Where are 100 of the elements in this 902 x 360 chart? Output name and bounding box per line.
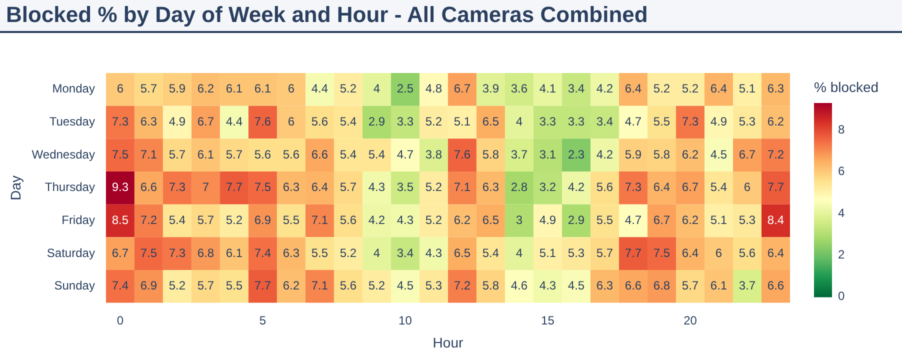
data-label: 6.7	[112, 246, 129, 260]
data-label: 7.5	[112, 147, 129, 162]
y-tick-label: Friday	[62, 213, 95, 228]
data-label: 6.2	[454, 213, 471, 228]
data-label: 6.4	[653, 180, 670, 194]
data-label: 6.8	[653, 278, 670, 293]
data-label: 7.3	[168, 180, 186, 194]
data-label: 5.4	[168, 213, 186, 228]
data-label: 7.4	[112, 278, 129, 293]
data-label: 4.9	[710, 114, 728, 129]
data-label: 4.1	[539, 82, 556, 96]
data-label: 7	[202, 180, 210, 194]
data-label: 4.3	[368, 180, 386, 194]
y-tick-label: Tuesday	[49, 114, 95, 129]
data-label: 5.5	[596, 213, 614, 228]
x-tick-label: 15	[541, 313, 555, 328]
data-label: 6.1	[710, 278, 728, 293]
data-label: 8.4	[767, 213, 784, 228]
data-label: 2.5	[396, 82, 414, 96]
data-label: 4.3	[425, 246, 442, 260]
data-label: 4	[516, 246, 523, 260]
data-label: 7.7	[767, 180, 784, 194]
data-label: 6.3	[140, 114, 158, 129]
color-bar-label: 6	[838, 164, 845, 178]
data-label: 7.5	[653, 246, 670, 260]
data-label: 7.3	[682, 114, 699, 129]
data-label: 6.6	[140, 180, 158, 194]
data-label: 4.2	[368, 213, 386, 228]
data-label: 5.2	[425, 213, 442, 228]
data-label: 4.7	[624, 213, 642, 228]
data-label: 7.7	[226, 180, 243, 194]
data-label: 5.8	[482, 278, 500, 293]
data-label: 4	[373, 82, 380, 96]
data-label: 5.3	[738, 114, 756, 129]
data-label: 5.7	[197, 213, 214, 228]
data-label: 4.2	[596, 147, 614, 162]
data-label: 6.1	[254, 82, 272, 96]
data-label: 3	[516, 213, 523, 228]
data-label: 7.1	[454, 180, 471, 194]
data-label: 6.5	[482, 114, 500, 129]
data-label: 7.2	[767, 147, 784, 162]
data-label: 5.6	[311, 114, 328, 129]
data-label: 5.2	[168, 278, 186, 293]
data-label: 4.9	[539, 213, 556, 228]
data-label: 5.3	[425, 278, 442, 293]
data-label: 7.3	[624, 180, 642, 194]
data-label: 6.2	[682, 147, 699, 162]
data-label: 7.3	[168, 246, 186, 260]
data-label: 5.3	[568, 246, 585, 260]
data-label: 5.7	[168, 147, 186, 162]
data-label: 4.5	[396, 278, 414, 293]
data-label: 3.2	[539, 180, 556, 194]
data-label: 6.8	[197, 246, 214, 260]
data-label: 7.1	[140, 147, 158, 162]
data-label: 5.4	[482, 246, 500, 260]
data-label: 5.2	[682, 82, 699, 96]
data-label: 6	[744, 180, 751, 194]
data-label: 4.7	[396, 147, 414, 162]
x-tick-label: 10	[398, 313, 412, 328]
data-label: 7.3	[112, 114, 129, 129]
data-label: 5.8	[653, 147, 670, 162]
data-label: 7.1	[311, 213, 328, 228]
data-label: 2.8	[510, 180, 528, 194]
x-tick-label: 0	[116, 313, 124, 328]
data-label: 6.3	[282, 180, 300, 194]
data-label: 5.4	[710, 180, 728, 194]
data-label: 6.9	[254, 213, 272, 228]
data-label: 3.4	[396, 246, 414, 260]
data-label: 6.6	[624, 278, 642, 293]
data-label: 4.5	[710, 147, 728, 162]
data-label: 2.9	[368, 114, 386, 129]
chart-title: Blocked % by Day of Week and Hour - All Cameras Combined	[0, 0, 902, 33]
data-label: 5.2	[425, 114, 442, 129]
data-label: 6.7	[653, 213, 670, 228]
data-label: 7.7	[624, 246, 642, 260]
data-label: 5.4	[368, 147, 386, 162]
data-label: 6.5	[482, 213, 500, 228]
data-label: 6.4	[311, 180, 328, 194]
data-label: 3.7	[510, 147, 528, 162]
data-label: 4.8	[425, 82, 442, 96]
data-label: 5.1	[738, 82, 756, 96]
color-bar-label: 4	[838, 206, 845, 220]
data-label: 4	[516, 114, 523, 129]
data-label: 6.5	[454, 246, 471, 260]
data-label: 6	[288, 82, 295, 96]
data-label: 6.3	[482, 180, 500, 194]
data-label: 3.3	[568, 114, 585, 129]
data-label: 5.6	[596, 180, 614, 194]
data-label: 5.5	[311, 246, 328, 260]
data-label: 5.8	[482, 147, 500, 162]
data-label: 4.3	[396, 213, 414, 228]
data-label: 5.9	[624, 147, 642, 162]
data-label: 2.9	[568, 213, 585, 228]
data-label: 4.2	[596, 82, 614, 96]
data-label: 6.6	[767, 278, 784, 293]
data-label: 5.5	[282, 213, 300, 228]
data-label: 4.5	[568, 278, 585, 293]
data-label: 5.4	[340, 114, 357, 129]
data-label: 7.6	[454, 147, 471, 162]
data-label: 4.2	[568, 180, 585, 194]
